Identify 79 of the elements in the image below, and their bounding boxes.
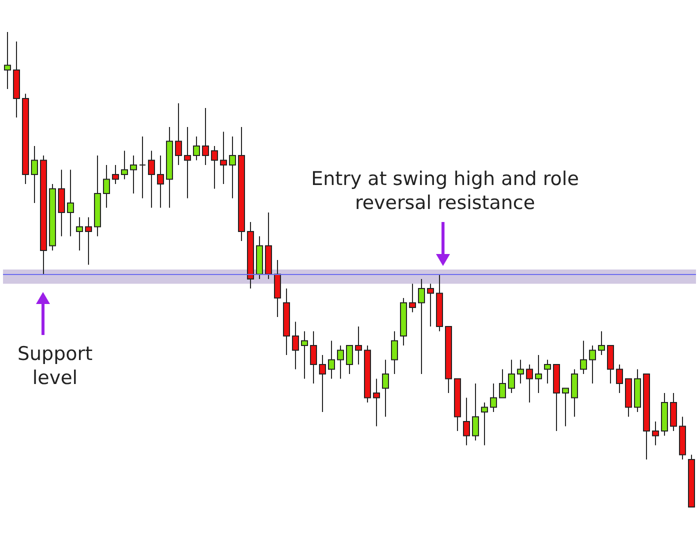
candlestick: [436, 274, 443, 332]
candlestick: [13, 41, 20, 118]
candlestick: [373, 378, 380, 427]
candlestick: [103, 164, 110, 208]
candlestick: [148, 150, 155, 208]
candlestick: [517, 359, 524, 384]
candlestick: [265, 212, 272, 280]
candlestick: [94, 155, 101, 237]
candlestick: [544, 359, 551, 384]
candlestick: [211, 146, 218, 190]
candlestick: [166, 126, 173, 208]
candlestick: [400, 298, 407, 346]
candlestick: [310, 330, 317, 384]
candlestick: [4, 32, 11, 90]
candlestick: [634, 368, 641, 412]
candlestick: [121, 150, 128, 180]
candlestick: [418, 278, 425, 374]
candlestick: [364, 345, 371, 403]
candlestick: [688, 454, 695, 508]
candlestick: [112, 164, 119, 184]
candlestick: [607, 345, 614, 384]
candlestick: [292, 321, 299, 370]
candlestick: [31, 146, 38, 204]
candlestick: [571, 368, 578, 418]
candlestick: [157, 155, 164, 208]
candlestick: [409, 283, 416, 313]
candlestick: [319, 354, 326, 412]
candlestick: [283, 288, 290, 356]
candlestick: [184, 126, 191, 199]
candlestick: [274, 260, 281, 318]
candlestick: [481, 402, 488, 446]
candlestick: [499, 368, 506, 398]
candlestick: [526, 364, 533, 403]
candlestick: [427, 283, 434, 327]
candlestick: [58, 169, 65, 237]
candlestick: [76, 216, 83, 251]
candlestick: [202, 108, 209, 166]
candlestick: [625, 378, 632, 418]
candlestick: [355, 326, 362, 365]
candlestick: [49, 184, 56, 251]
candlestick: [238, 126, 245, 242]
candlestick: [490, 383, 497, 412]
candlestick: [580, 340, 587, 374]
candlestick: [589, 345, 596, 384]
annotation: Entry at swing high and role reversal resistance: [310, 167, 580, 215]
candlestick: [679, 416, 686, 460]
candlestick: [22, 93, 29, 184]
candlestick: [553, 364, 560, 432]
candlestick: [670, 392, 677, 432]
candlestick: [301, 330, 308, 380]
candlestick: [598, 330, 605, 356]
candlestick: [193, 136, 200, 161]
candlestick: [382, 359, 389, 418]
candlestick: [40, 155, 47, 275]
candlestick: [256, 236, 263, 280]
candlestick: [463, 397, 470, 446]
candlestick: [328, 340, 335, 380]
candlestick: [562, 388, 569, 427]
candlestick: [337, 345, 344, 380]
candlestick: [508, 359, 515, 394]
candlestick: [247, 222, 254, 289]
candlestick: [661, 392, 668, 436]
candlestick: [445, 326, 452, 394]
candlestick: [139, 136, 146, 199]
candlestick: [391, 330, 398, 374]
candlestick: [85, 216, 92, 266]
candlestick: [535, 354, 542, 394]
candlestick: [229, 136, 236, 199]
candlestick: [220, 131, 227, 184]
candlestick: [67, 169, 74, 237]
candlestick: [130, 155, 137, 194]
annotation: Support level: [16, 342, 94, 390]
candlestick: [175, 102, 182, 166]
candlestick: [346, 345, 353, 374]
candlestick: [454, 378, 461, 432]
candlestick: [643, 374, 650, 460]
candlestick: [616, 364, 623, 394]
candlestick: [652, 421, 659, 446]
candlestick: [472, 383, 479, 441]
